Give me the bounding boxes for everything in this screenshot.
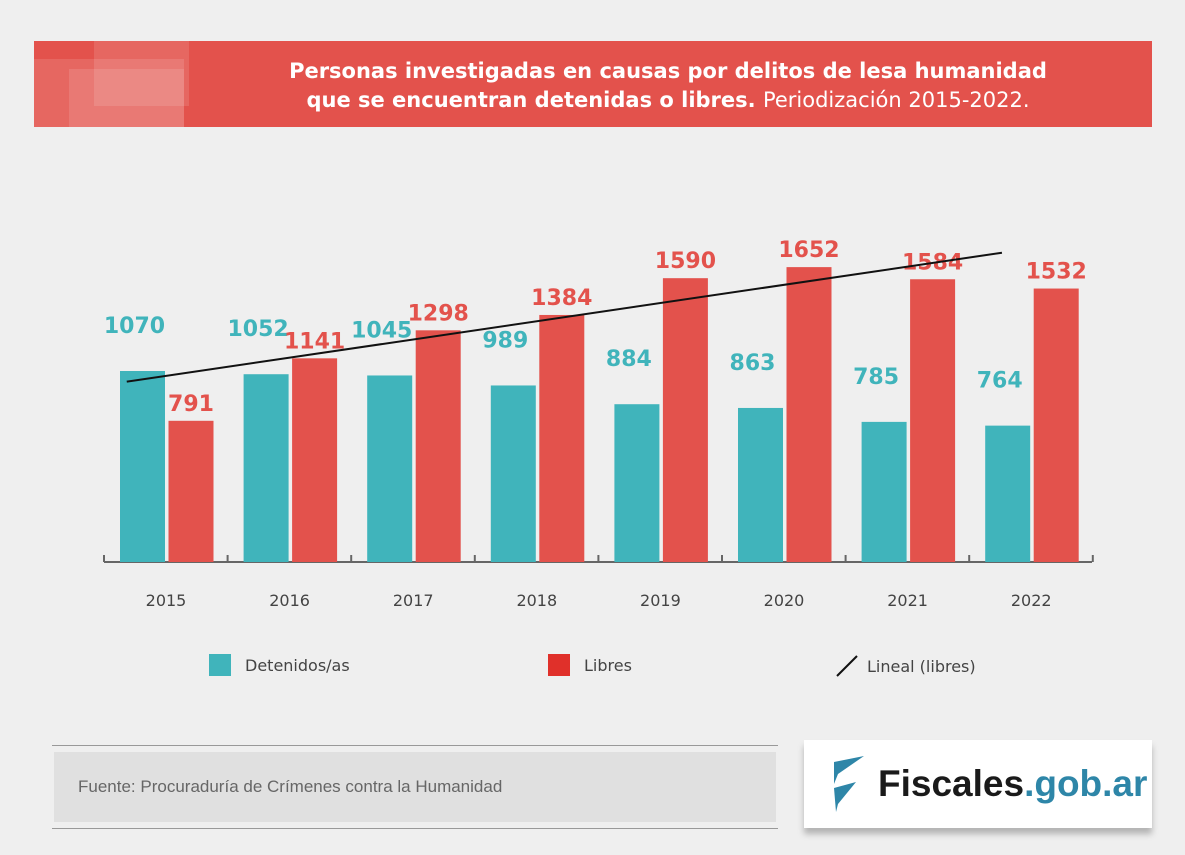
data-label-detenidos: 1045 bbox=[351, 318, 412, 343]
bar-libres bbox=[1033, 288, 1079, 562]
bar-libres bbox=[786, 267, 832, 562]
bar-detenidos bbox=[490, 385, 536, 562]
data-label-detenidos: 884 bbox=[606, 347, 652, 372]
data-label-libres: 1652 bbox=[778, 238, 839, 263]
data-label-libres: 1298 bbox=[408, 301, 469, 326]
data-label-libres: 791 bbox=[168, 392, 214, 417]
x-tick-label: 2019 bbox=[640, 591, 681, 610]
bar-detenidos bbox=[861, 421, 907, 562]
trendline bbox=[126, 251, 1003, 383]
legend-libres: Libres bbox=[548, 654, 632, 676]
data-label-detenidos: 863 bbox=[730, 351, 776, 376]
data-label-detenidos: 764 bbox=[977, 369, 1023, 394]
data-label-detenidos: 989 bbox=[482, 328, 528, 353]
legend-swatch-red bbox=[548, 654, 570, 676]
bar-detenidos bbox=[985, 425, 1031, 562]
title-banner: Personas investigadas en causas por deli… bbox=[34, 41, 1152, 127]
data-label-libres: 1384 bbox=[531, 286, 592, 311]
data-label-libres: 1590 bbox=[655, 249, 716, 274]
x-tick-label: 2020 bbox=[764, 591, 805, 610]
data-label-detenidos: 1070 bbox=[104, 314, 165, 339]
x-tick-label: 2022 bbox=[1011, 591, 1052, 610]
legend-detenidos: Detenidos/as bbox=[209, 654, 350, 676]
x-tick-label: 2015 bbox=[146, 591, 187, 610]
bar-detenidos bbox=[367, 375, 413, 562]
bar-libres bbox=[910, 279, 956, 562]
bar-detenidos bbox=[243, 374, 289, 562]
legend-lineal: Lineal (libres) bbox=[835, 654, 976, 678]
bar-detenidos bbox=[614, 404, 660, 562]
trendline-icon bbox=[836, 655, 858, 677]
data-label-detenidos: 785 bbox=[853, 365, 899, 390]
bar-chart: 1070791201510521141201610451298201798913… bbox=[103, 238, 1094, 610]
x-tick-label: 2021 bbox=[887, 591, 928, 610]
bar-detenidos bbox=[738, 407, 783, 562]
chart-title: Personas investigadas en causas por deli… bbox=[289, 59, 1047, 112]
bar-libres bbox=[415, 330, 461, 562]
bar-libres bbox=[539, 314, 585, 562]
legend-swatch-teal bbox=[209, 654, 231, 676]
x-tick-label: 2016 bbox=[269, 591, 310, 610]
source-note: Fuente: Procuraduría de Crímenes contra … bbox=[52, 745, 778, 829]
fiscales-logo[interactable]: Fiscales.gob.ar bbox=[804, 740, 1152, 828]
bar-detenidos bbox=[120, 371, 165, 562]
x-tick-label: 2018 bbox=[516, 591, 557, 610]
data-label-detenidos: 1052 bbox=[227, 317, 288, 342]
bar-libres bbox=[168, 420, 214, 562]
bar-libres bbox=[292, 358, 338, 562]
x-tick-label: 2017 bbox=[393, 591, 434, 610]
logo-mark-icon bbox=[834, 756, 864, 812]
data-label-libres: 1532 bbox=[1026, 260, 1087, 285]
bar-libres bbox=[662, 278, 708, 562]
